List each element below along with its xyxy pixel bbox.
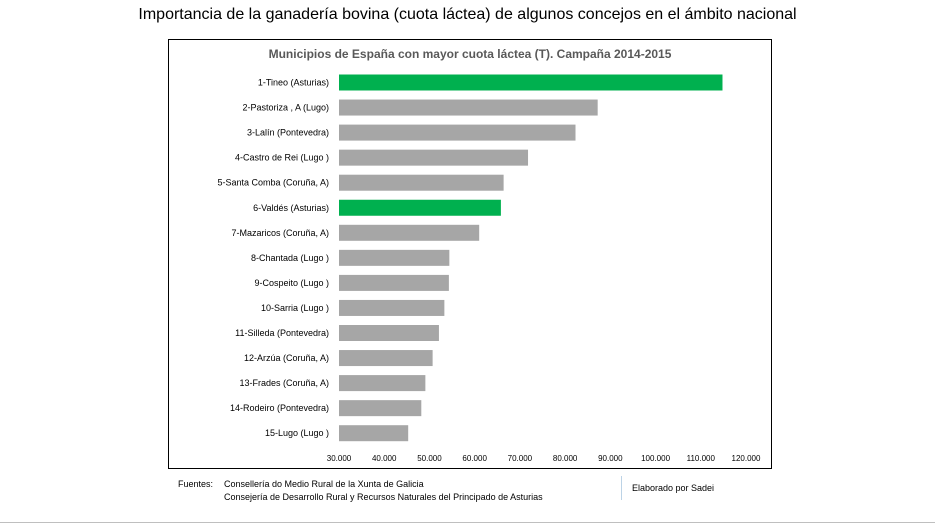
x-tick-label: 90.000 xyxy=(598,454,623,463)
bar xyxy=(339,74,723,91)
category-label: 4-Castro de Rei (Lugo ) xyxy=(235,153,329,163)
category-label: 8-Chantada (Lugo ) xyxy=(251,253,329,263)
source-line: Consellería do Medio Rural de la Xunta d… xyxy=(224,479,424,489)
bar xyxy=(339,325,439,341)
chart-title: Municipios de España con mayor cuota lác… xyxy=(268,47,672,61)
category-label: 14-Rodeiro (Pontevedra) xyxy=(230,403,329,413)
category-label: 5-Santa Comba (Coruña, A) xyxy=(217,178,329,188)
bar xyxy=(339,400,422,417)
category-label: 3-Lalín (Pontevedra) xyxy=(247,128,329,138)
sources-footer: Fuentes: Consellería do Medio Rural de l… xyxy=(178,478,543,504)
x-tick-label: 60.000 xyxy=(462,454,487,463)
x-tick-label: 110.000 xyxy=(687,454,716,463)
category-label: 9-Cospeito (Lugo ) xyxy=(254,278,329,288)
bar xyxy=(339,249,450,266)
x-tick-label: 40.000 xyxy=(372,454,397,463)
category-label: 12-Arzúa (Coruña, A) xyxy=(244,353,329,363)
bar xyxy=(339,375,426,392)
category-label: 6-Valdés (Asturias) xyxy=(253,203,329,213)
bar xyxy=(339,149,529,166)
category-label: 2-Pastoriza , A (Lugo) xyxy=(242,103,329,113)
bar xyxy=(339,274,449,291)
x-tick-label: 120.000 xyxy=(732,454,761,463)
x-tick-label: 50.000 xyxy=(417,454,442,463)
bar xyxy=(339,299,445,316)
x-tick-label: 70.000 xyxy=(508,454,533,463)
category-label: 1-Tineo (Asturias) xyxy=(258,78,329,88)
slide-title: Importancia de la ganadería bovina (cuot… xyxy=(138,6,797,23)
bar xyxy=(339,199,501,216)
x-tick-label: 100.000 xyxy=(641,454,670,463)
x-tick-label: 80.000 xyxy=(553,454,578,463)
category-label: 13-Frades (Coruña, A) xyxy=(239,378,329,388)
bar xyxy=(339,224,480,241)
source-line: Consejería de Desarrollo Rural y Recurso… xyxy=(224,492,543,502)
sources-label: Fuentes: xyxy=(178,479,214,489)
bar xyxy=(339,99,598,116)
category-label: 10-Sarria (Lugo ) xyxy=(261,303,329,313)
category-label: 7-Mazaricos (Coruña, A) xyxy=(231,228,329,238)
bar xyxy=(339,174,504,191)
chart-frame: Municipios de España con mayor cuota lác… xyxy=(168,39,772,469)
credit-text: Elaborado por Sadei xyxy=(621,476,714,500)
bar xyxy=(339,350,433,367)
x-tick-label: 30.000 xyxy=(327,454,352,463)
bar xyxy=(339,425,409,442)
category-label: 11-Silleda (Pontevedra) xyxy=(235,328,329,338)
bottom-divider xyxy=(0,522,935,523)
bar xyxy=(339,124,576,141)
category-label: 15-Lugo (Lugo ) xyxy=(265,428,329,438)
bar-chart: 1-Tineo (Asturias) 2-Pastoriza , A (Lugo)… xyxy=(217,74,761,463)
